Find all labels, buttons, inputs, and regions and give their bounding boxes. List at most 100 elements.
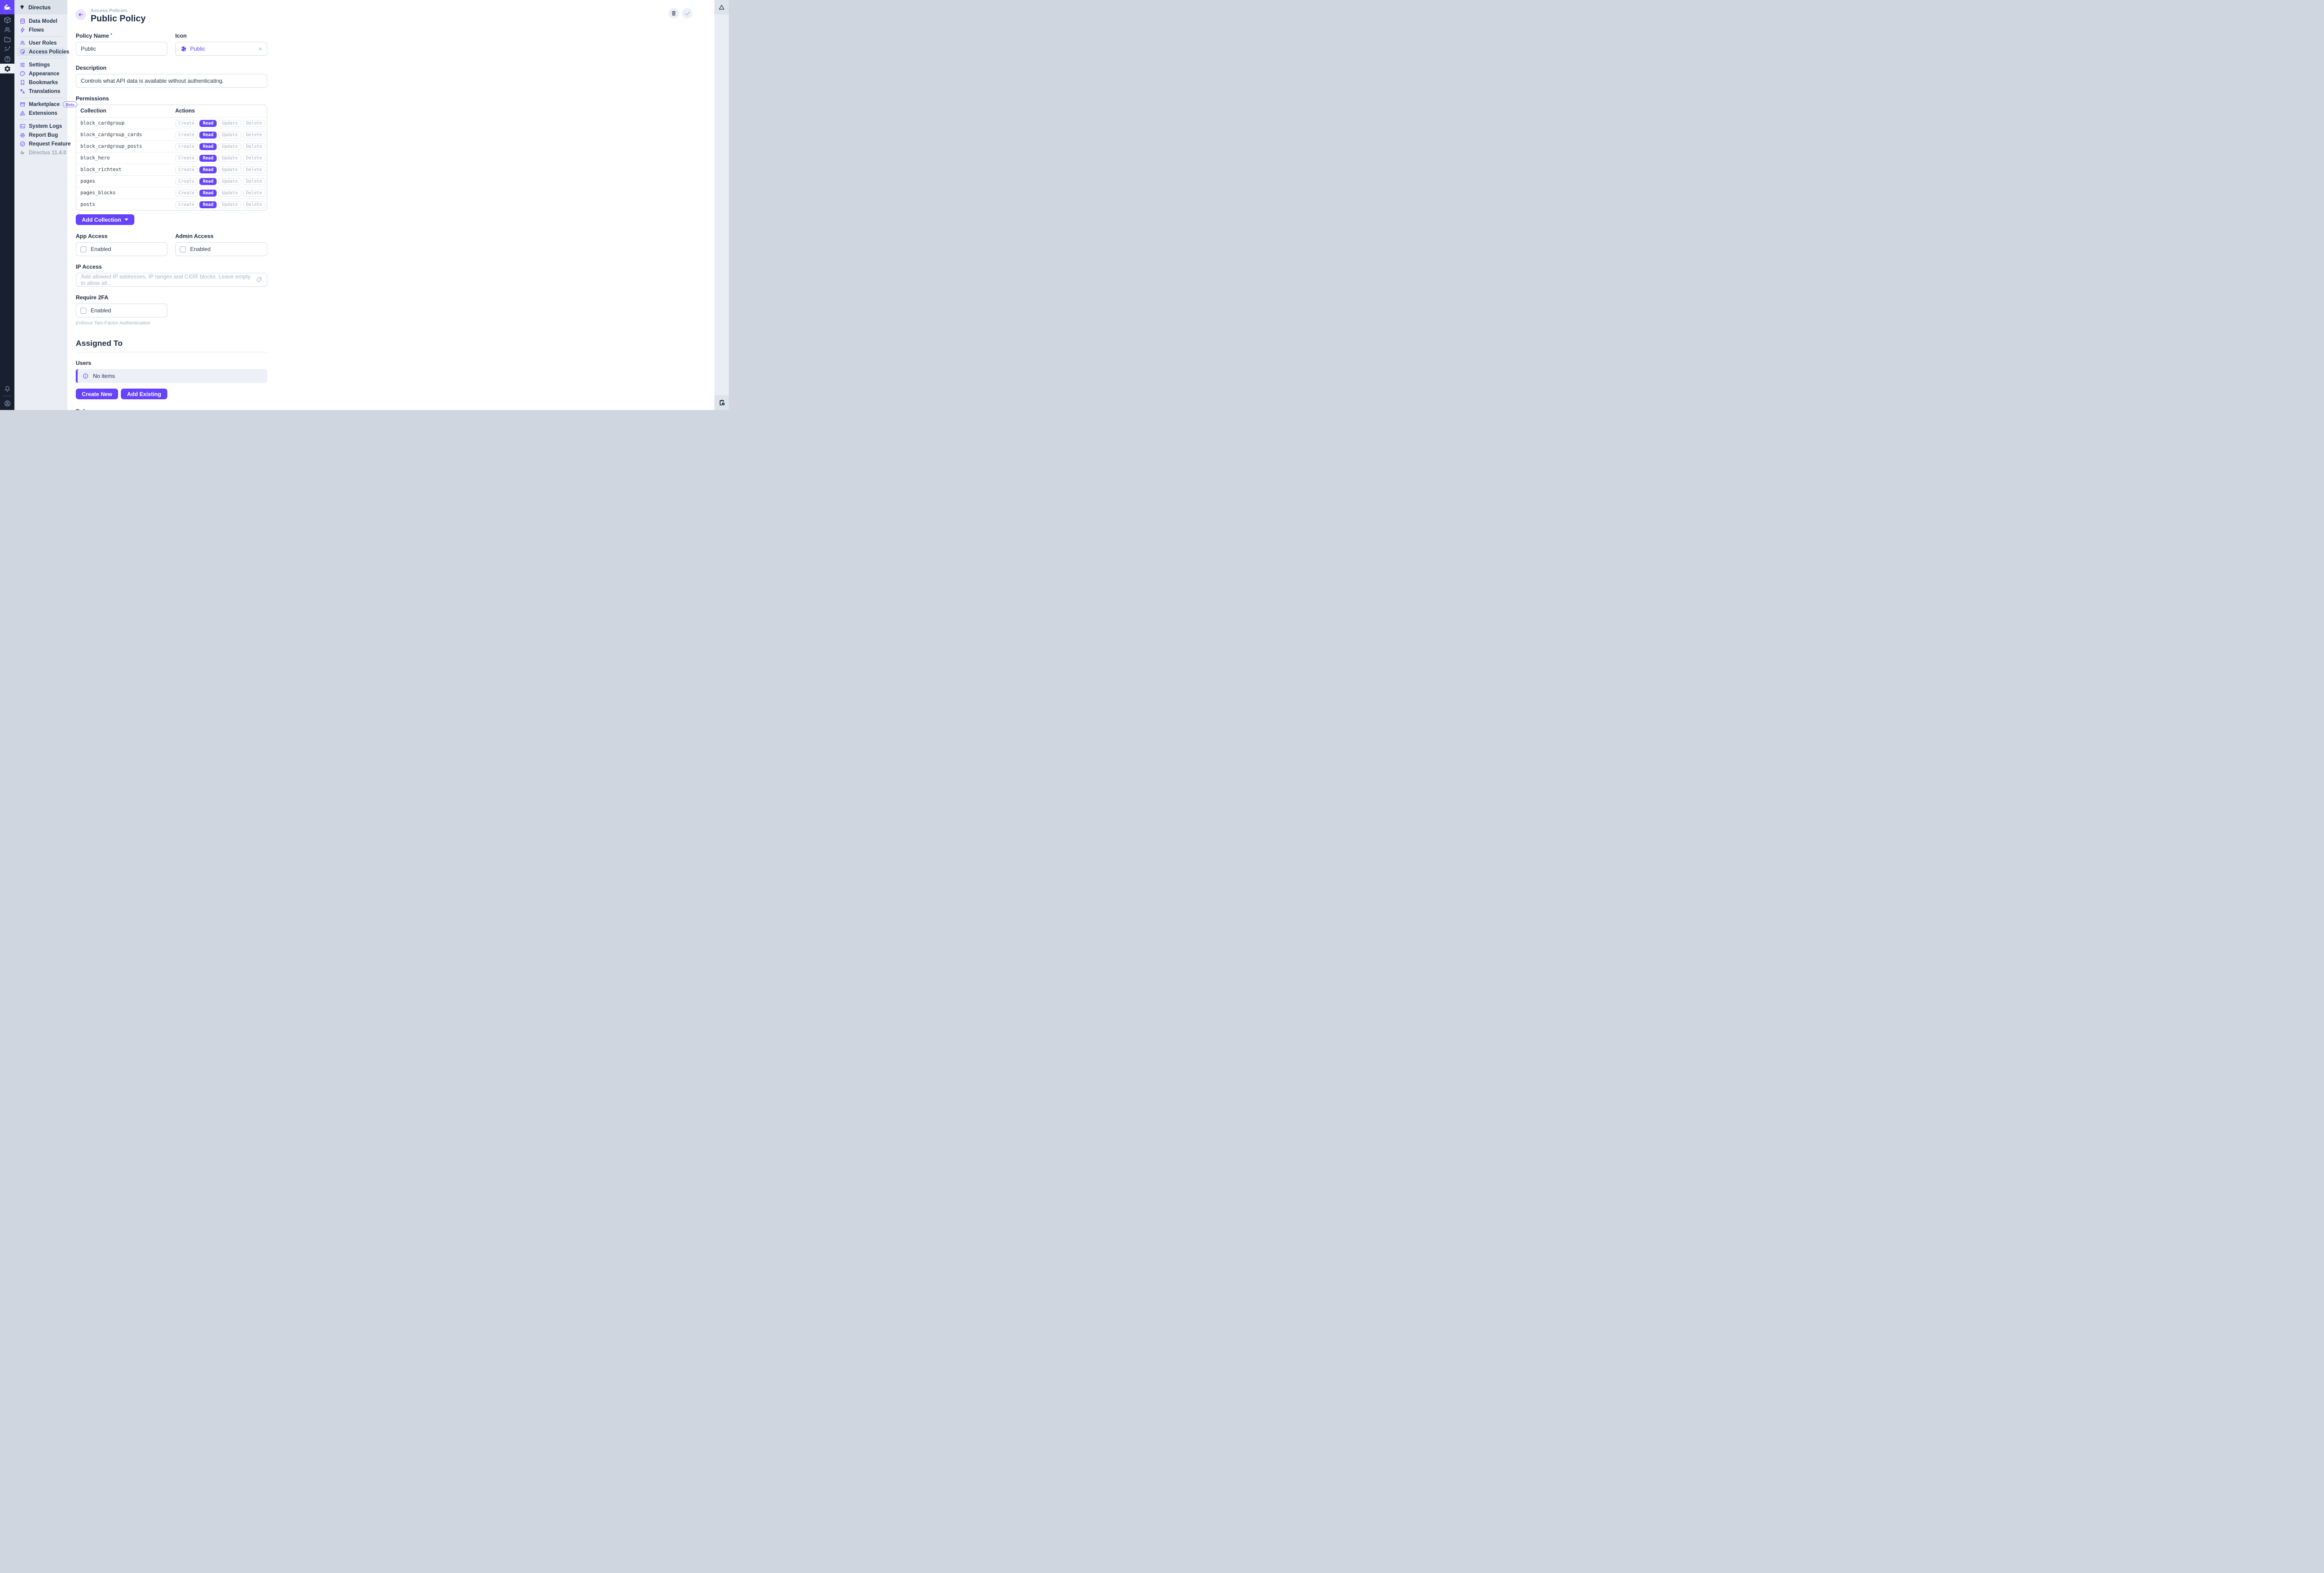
checkbox-icon[interactable]: [80, 307, 86, 314]
action-read-chip[interactable]: Read: [199, 154, 217, 162]
checkbox-icon[interactable]: [80, 246, 86, 252]
module-help[interactable]: [0, 54, 14, 64]
action-read-chip[interactable]: Read: [199, 166, 217, 173]
icon-input[interactable]: Public ×: [175, 42, 267, 56]
create-new-button[interactable]: Create New: [76, 389, 119, 399]
collection-name: block_cardgroup: [80, 120, 125, 126]
action-read-chip[interactable]: Read: [199, 131, 217, 139]
action-delete-chip[interactable]: Delete: [243, 201, 265, 208]
users-icon: [4, 27, 10, 32]
action-delete-chip[interactable]: Delete: [243, 131, 265, 139]
action-read-chip[interactable]: Read: [199, 201, 217, 208]
sidebar-item-label: Bookmarks: [29, 79, 58, 86]
action-update-chip[interactable]: Update: [218, 119, 241, 127]
translate-icon: [20, 89, 25, 94]
sidebar-toggle-button[interactable]: [714, 0, 729, 14]
permission-actions: CreateReadUpdateDeleteShare×: [175, 154, 267, 162]
sidebar-item-extensions[interactable]: Extensions: [17, 109, 65, 118]
action-read-chip[interactable]: Read: [199, 143, 217, 150]
action-create-chip[interactable]: Create: [175, 143, 198, 150]
checkbox-icon[interactable]: [180, 246, 186, 252]
ip-access-field: IP Access Add allowed IP addresses, IP r…: [76, 264, 267, 287]
users-empty-text: No items: [93, 373, 115, 379]
sidebar-item-user-roles[interactable]: User Roles: [17, 39, 65, 47]
action-create-chip[interactable]: Create: [175, 189, 198, 197]
sidebar-item-system-logs[interactable]: System Logs: [17, 122, 65, 131]
sidebar-item-label: Report Bug: [29, 132, 58, 138]
sidebar-item-data-model[interactable]: Data Model: [17, 17, 65, 26]
sidebar-item-marketplace[interactable]: Marketplace Beta: [17, 100, 77, 109]
module-insights[interactable]: [0, 44, 14, 54]
ip-access-input[interactable]: Add allowed IP addresses, IP ranges and …: [76, 273, 267, 287]
account-button[interactable]: [0, 398, 14, 408]
module-users[interactable]: [0, 25, 14, 34]
sidebar-divider: [19, 36, 63, 37]
admin-access-toggle[interactable]: Enabled: [175, 242, 267, 256]
module-content[interactable]: [0, 15, 14, 25]
action-update-chip[interactable]: Update: [218, 166, 241, 173]
permissions-table-header: Collection Actions: [76, 105, 267, 117]
users-label: Users: [76, 360, 92, 366]
sidebar-item-report-bug[interactable]: Report Bug: [17, 131, 65, 139]
action-update-chip[interactable]: Update: [218, 143, 241, 150]
activity-button[interactable]: [714, 395, 729, 410]
action-update-chip[interactable]: Update: [218, 154, 241, 162]
action-delete-chip[interactable]: Delete: [243, 189, 265, 197]
action-update-chip[interactable]: Update: [218, 201, 241, 208]
action-delete-chip[interactable]: Delete: [243, 143, 265, 150]
action-create-chip[interactable]: Create: [175, 131, 198, 139]
sidebar-item-request-feature[interactable]: Request Feature: [17, 139, 71, 148]
notifications-button[interactable]: [0, 384, 14, 394]
page-header: Access Policies Public Policy: [75, 8, 145, 24]
action-delete-chip[interactable]: Delete: [243, 166, 265, 173]
sidebar-item-bookmarks[interactable]: Bookmarks: [17, 78, 65, 87]
module-settings[interactable]: [0, 64, 14, 73]
require-2fa-toggle[interactable]: Enabled: [76, 304, 167, 317]
sidebar-item-translations[interactable]: Translations: [17, 87, 65, 96]
action-read-chip[interactable]: Read: [199, 119, 217, 127]
module-files[interactable]: [0, 34, 14, 44]
add-collection-button[interactable]: Add Collection: [76, 214, 134, 225]
sidebar-item-flows[interactable]: Flows: [17, 26, 65, 34]
save-button[interactable]: [682, 8, 693, 19]
app-access-toggle[interactable]: Enabled: [76, 242, 167, 256]
sidebar-item-label: Settings: [29, 62, 50, 68]
activity-clipboard-icon: [719, 399, 725, 406]
permission-actions: CreateReadUpdateDeleteShare×: [175, 119, 267, 127]
sidebar-item-label: Request Feature: [29, 141, 71, 147]
sidebar-item-appearance[interactable]: Appearance: [17, 69, 65, 78]
directus-logo[interactable]: [0, 0, 14, 14]
action-create-chip[interactable]: Create: [175, 166, 198, 173]
action-update-chip[interactable]: Update: [218, 131, 241, 139]
database-icon: [20, 18, 25, 24]
action-delete-chip[interactable]: Delete: [243, 178, 265, 185]
add-existing-button[interactable]: Add Existing: [121, 389, 167, 399]
sidebar-item-label: Translations: [29, 88, 60, 94]
action-read-chip[interactable]: Read: [199, 189, 217, 197]
delete-button[interactable]: [668, 8, 679, 19]
action-create-chip[interactable]: Create: [175, 178, 198, 185]
breadcrumb[interactable]: Access Policies: [91, 8, 128, 13]
action-delete-chip[interactable]: Delete: [243, 119, 265, 127]
sidebar-item-label: Access Policies: [29, 49, 69, 55]
action-delete-chip[interactable]: Delete: [243, 154, 265, 162]
action-update-chip[interactable]: Update: [218, 189, 241, 197]
sidebar-item-label: Appearance: [29, 71, 59, 77]
notifications-bell-icon: [5, 386, 10, 391]
action-read-chip[interactable]: Read: [199, 178, 217, 185]
sidebar-item-access-policies[interactable]: Access Policies: [17, 47, 69, 56]
action-create-chip[interactable]: Create: [175, 201, 198, 208]
shapes-icon: [20, 111, 25, 116]
policy-name-input[interactable]: Public: [76, 42, 167, 56]
back-button[interactable]: [75, 9, 86, 20]
action-update-chip[interactable]: Update: [218, 178, 241, 185]
description-input[interactable]: Controls what API data is available with…: [76, 74, 267, 88]
project-chooser[interactable]: Directus: [14, 0, 67, 14]
close-icon[interactable]: ×: [258, 45, 262, 53]
permission-actions: CreateReadUpdateDeleteShare×: [175, 178, 267, 185]
sidebar-item-settings[interactable]: Settings: [17, 60, 65, 69]
collection-name: pages_blocks: [80, 190, 116, 196]
action-create-chip[interactable]: Create: [175, 154, 198, 162]
tune-icon: [20, 62, 25, 67]
action-create-chip[interactable]: Create: [175, 119, 198, 127]
